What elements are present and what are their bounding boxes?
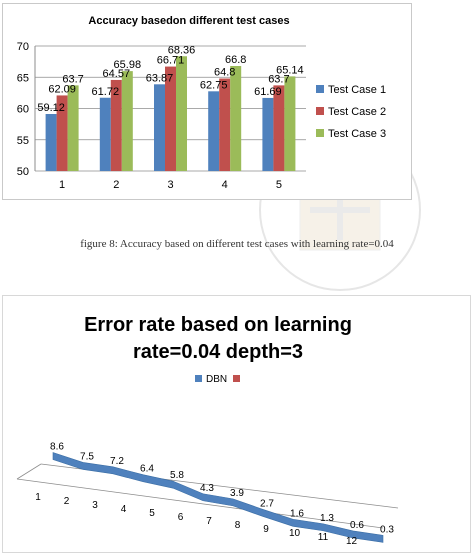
x-tick-label: 7 <box>206 516 212 527</box>
data-point-label: 7.5 <box>80 451 94 462</box>
data-point-label: 1.6 <box>290 508 304 519</box>
bar <box>154 84 165 171</box>
accuracy-chart-svg: Accuracy basedon different test cases 59… <box>17 15 386 191</box>
bar-value-label: 61.69 <box>254 86 282 98</box>
data-point-label: 7.2 <box>110 456 124 467</box>
accuracy-chart: Accuracy basedon different test cases 59… <box>2 3 412 200</box>
bar-value-label: 65.14 <box>276 64 304 76</box>
bar-value-label: 63.7 <box>62 73 83 85</box>
bar-value-label: 65.98 <box>114 59 142 71</box>
bar <box>110 79 122 171</box>
y-tick-label: 55 <box>17 135 29 147</box>
x-tick-label: 8 <box>235 520 241 531</box>
bar-value-label: 62.75 <box>200 79 228 91</box>
bar <box>208 91 220 171</box>
data-point-label: 0.3 <box>380 524 394 535</box>
bar <box>99 97 111 171</box>
bar <box>262 97 274 171</box>
bar <box>230 66 242 171</box>
bar <box>121 71 133 171</box>
x-tick-label: 1 <box>35 492 41 503</box>
bar <box>284 76 296 171</box>
accuracy-chart-title: Accuracy basedon different test cases <box>88 15 289 27</box>
bar-value-label: 68.36 <box>168 44 196 56</box>
bar-value-label: 63.87 <box>146 72 174 84</box>
x-tick-label: 12 <box>346 536 358 547</box>
x-tick-label: 5 <box>276 179 282 191</box>
bar <box>176 56 187 171</box>
bar-value-label: 59.12 <box>37 102 65 114</box>
bar <box>45 114 57 171</box>
y-tick-label: 50 <box>17 166 29 178</box>
legend-swatch-extra <box>233 375 240 382</box>
bar-value-label: 64.57 <box>103 68 131 80</box>
error-rate-chart-svg: Error rate based on learning rate=0.04 d… <box>16 314 399 547</box>
error-chart-title-line-1: Error rate based on learning <box>84 314 352 336</box>
bar-value-label: 61.72 <box>92 86 120 98</box>
x-tick-label: 5 <box>149 508 155 519</box>
front-floor-line <box>16 478 384 529</box>
legend-swatch <box>316 129 324 137</box>
y-tick-label: 60 <box>17 104 29 116</box>
error-chart-title-line-2: rate=0.04 depth=3 <box>133 341 303 363</box>
legend-swatch <box>316 85 324 93</box>
x-tick-label: 4 <box>121 504 127 515</box>
legend-label: Test Case 3 <box>328 128 386 140</box>
bar <box>67 85 79 171</box>
data-point-label: 1.3 <box>320 513 334 524</box>
data-point-label: 4.3 <box>200 483 214 494</box>
legend-label-dbn: DBN <box>206 374 227 385</box>
bar <box>56 95 68 171</box>
data-point-label: 5.8 <box>170 470 184 481</box>
data-point-label: 3.9 <box>230 488 244 499</box>
x-tick-label: 6 <box>178 512 184 523</box>
bar-value-label: 63.7 <box>268 73 289 85</box>
y-tick-label: 70 <box>17 41 29 53</box>
y-tick-label: 65 <box>17 72 29 84</box>
data-point-label: 2.7 <box>260 498 274 509</box>
bar-value-label: 66.8 <box>225 54 246 66</box>
x-tick-label: 9 <box>263 524 269 535</box>
legend-swatch-dbn <box>195 375 202 382</box>
data-point-label: 8.6 <box>50 442 64 453</box>
legend-label: Test Case 2 <box>328 106 386 118</box>
legend-swatch <box>316 107 324 115</box>
bar <box>165 66 176 171</box>
x-tick-label: 10 <box>289 528 301 539</box>
figure-caption: figure 8: Accuracy based on different te… <box>80 238 394 250</box>
bar <box>273 85 285 171</box>
x-tick-label: 2 <box>64 496 70 507</box>
error-rate-chart: Error rate based on learning rate=0.04 d… <box>2 295 471 553</box>
bar <box>219 78 231 171</box>
legend-label: Test Case 1 <box>328 84 386 96</box>
dbn-ribbon <box>52 452 384 543</box>
side-floor-line <box>16 463 42 480</box>
bar-value-label: 62.09 <box>48 83 76 95</box>
x-tick-label: 11 <box>318 532 329 543</box>
data-point-label: 0.6 <box>350 520 364 531</box>
bar-value-label: 64.8 <box>214 67 235 79</box>
bar-value-label: 66.71 <box>157 55 185 67</box>
x-tick-label: 1 <box>59 179 65 191</box>
x-tick-label: 4 <box>222 179 228 191</box>
data-point-label: 6.4 <box>140 464 154 475</box>
x-tick-label: 2 <box>113 179 119 191</box>
x-tick-label: 3 <box>92 500 98 511</box>
x-tick-label: 3 <box>167 179 173 191</box>
